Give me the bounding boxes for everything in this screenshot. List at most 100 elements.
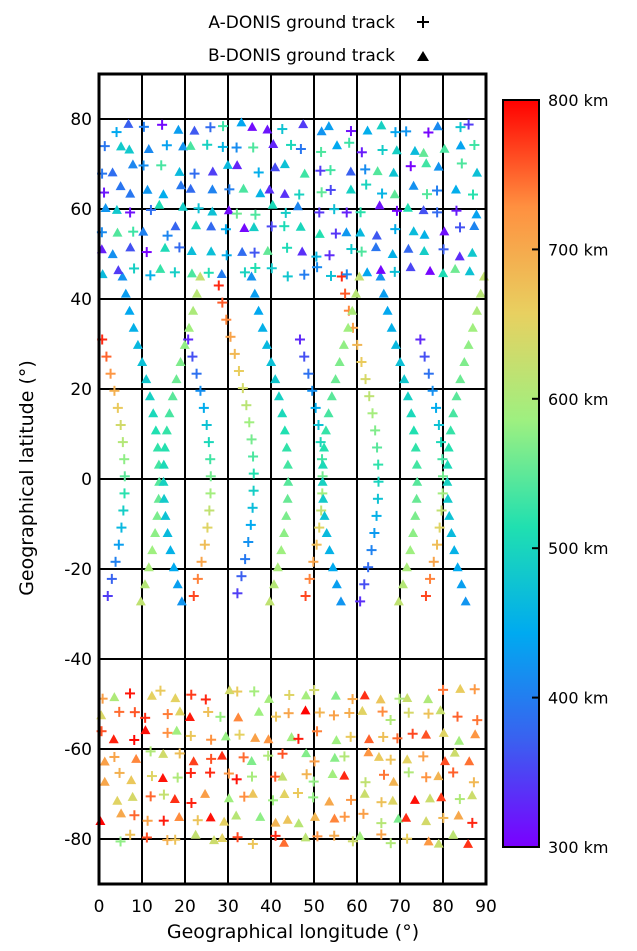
b-donis-point <box>125 242 136 252</box>
b-donis-point <box>295 221 306 231</box>
a-donis-point <box>385 715 396 726</box>
a-donis-point <box>371 510 382 521</box>
b-donis-point <box>300 832 311 842</box>
b-donis-point <box>402 202 413 212</box>
b-donis-point <box>449 545 460 555</box>
a-donis-point <box>203 437 214 448</box>
b-donis-point <box>207 166 218 176</box>
a-donis-point <box>115 836 126 847</box>
a-donis-point <box>105 368 116 379</box>
b-donis-point <box>175 180 186 190</box>
b-donis-point <box>329 813 340 823</box>
b-donis-point <box>355 227 366 237</box>
b-donis-point <box>450 184 461 194</box>
a-donis-point <box>125 688 136 699</box>
b-donis-point <box>393 813 404 823</box>
b-donis-point <box>453 810 464 820</box>
a-donis-point <box>352 339 363 350</box>
b-donis-point <box>323 408 334 418</box>
b-donis-point <box>345 166 356 176</box>
b-donis-point <box>324 796 335 806</box>
b-donis-point <box>469 220 480 230</box>
a-donis-point <box>434 522 445 533</box>
b-donis-point <box>264 596 275 606</box>
legend-label-b: B-DONIS ground track <box>208 46 395 66</box>
b-donis-point <box>314 228 325 238</box>
a-donis-point <box>436 505 447 516</box>
a-donis-point <box>347 836 358 847</box>
a-donis-point <box>109 751 120 762</box>
a-donis-point <box>115 420 126 430</box>
colorbar <box>502 99 540 848</box>
a-donis-point <box>377 145 388 156</box>
a-donis-point <box>405 161 416 172</box>
legend: A-DONIS ground track B-DONIS ground trac… <box>208 13 429 66</box>
legend-label-a: A-DONIS ground track <box>208 13 395 33</box>
b-donis-point <box>424 793 435 803</box>
b-donis-point <box>277 408 288 418</box>
b-donis-point <box>319 442 330 452</box>
b-donis-point <box>138 226 149 236</box>
a-donis-point <box>158 789 169 800</box>
a-donis-point <box>377 706 388 717</box>
b-donis-point <box>270 162 281 172</box>
a-donis-point <box>102 591 113 601</box>
b-donis-point <box>178 141 189 151</box>
a-donis-point <box>248 468 259 479</box>
b-donis-point <box>442 459 453 469</box>
b-donis-point <box>279 159 290 169</box>
a-donis-point <box>239 791 250 802</box>
a-donis-point <box>437 488 448 499</box>
a-donis-point <box>119 454 130 465</box>
a-donis-point <box>293 733 304 744</box>
b-donis-point <box>131 753 142 763</box>
a-donis-point <box>472 715 483 726</box>
a-donis-point <box>157 119 168 130</box>
a-donis-point <box>401 126 412 137</box>
a-donis-point <box>244 417 255 428</box>
b-donis-point <box>150 425 161 435</box>
a-donis-point <box>217 297 228 308</box>
b-donis-point <box>323 121 334 131</box>
b-donis-point <box>330 374 341 384</box>
a-donis-point <box>312 262 323 273</box>
colorbar-tick-label: 800 km <box>548 91 608 110</box>
y-tick-label: 80 <box>70 110 92 130</box>
b-donis-point <box>236 117 247 127</box>
b-donis-point <box>297 246 308 256</box>
b-donis-point <box>334 357 345 366</box>
a-donis-point <box>170 834 181 845</box>
b-donis-point <box>455 374 466 384</box>
a-donis-point <box>303 368 314 379</box>
colorbar-tick-label: 300 km <box>548 838 608 857</box>
b-donis-point <box>316 126 327 136</box>
b-donis-point <box>147 545 158 555</box>
b-donis-point <box>450 263 461 273</box>
b-donis-point <box>158 748 169 758</box>
b-donis-point <box>137 357 148 366</box>
a-donis-point <box>220 224 231 235</box>
a-donis-point <box>402 833 413 844</box>
a-donis-point <box>183 334 194 345</box>
b-donis-point <box>246 755 257 765</box>
a-donis-point <box>311 251 322 262</box>
a-donis-point <box>376 829 387 840</box>
b-donis-point <box>402 391 413 401</box>
b-donis-point <box>127 159 138 169</box>
a-donis-point <box>186 689 197 700</box>
a-donis-point <box>356 246 367 257</box>
b-donis-point <box>237 246 248 256</box>
b-donis-point <box>257 322 268 332</box>
b-donis-point <box>386 322 397 332</box>
a-donis-point <box>451 205 462 216</box>
b-donis-point <box>171 374 182 384</box>
b-donis-point <box>206 246 217 256</box>
a-donis-point <box>467 817 478 828</box>
b-donis-point <box>350 288 361 298</box>
b-donis-point <box>324 545 335 555</box>
a-donis-point <box>200 694 211 705</box>
y-axis-title: Geographical latitude (°) <box>16 360 38 596</box>
b-donis-point <box>231 810 242 820</box>
a-donis-point <box>270 771 281 782</box>
a-donis-point <box>467 189 478 200</box>
